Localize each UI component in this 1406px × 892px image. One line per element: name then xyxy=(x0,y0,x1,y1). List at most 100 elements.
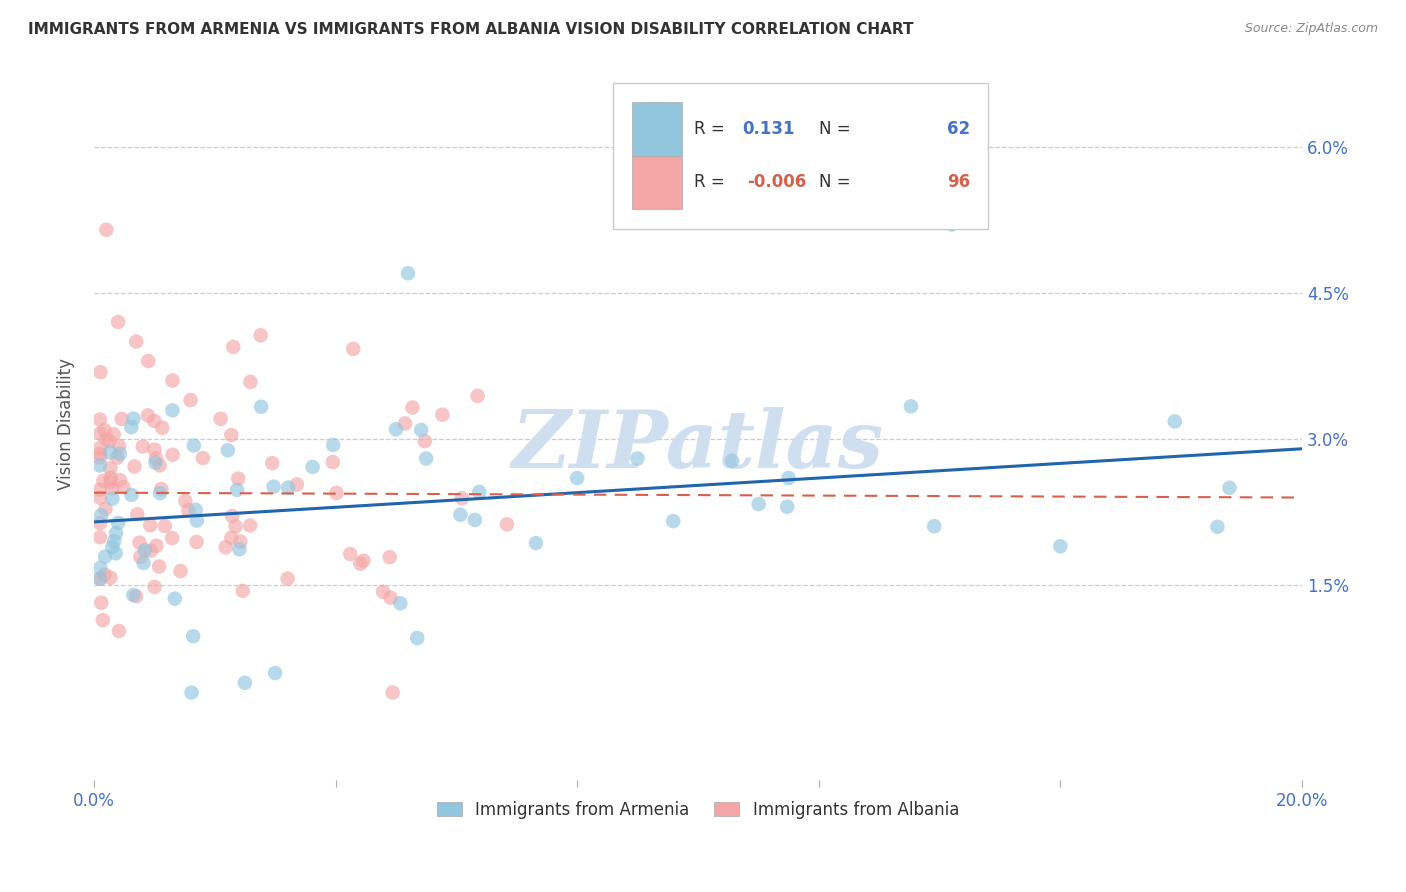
Point xyxy=(464,513,486,527)
Point xyxy=(277,481,299,495)
Point xyxy=(221,509,243,524)
Point xyxy=(103,427,125,442)
Point xyxy=(264,666,287,681)
Point xyxy=(127,508,149,522)
Point xyxy=(389,596,412,610)
Point xyxy=(778,471,800,485)
Point xyxy=(221,428,243,442)
Point xyxy=(406,631,429,645)
Text: -0.006: -0.006 xyxy=(748,173,807,192)
Point xyxy=(108,624,131,638)
Point xyxy=(132,556,155,570)
Point xyxy=(89,426,111,441)
Point xyxy=(89,483,111,497)
Point xyxy=(565,471,588,485)
Point xyxy=(342,342,364,356)
Point xyxy=(322,455,344,469)
Text: 0.131: 0.131 xyxy=(742,120,794,138)
Point xyxy=(339,547,361,561)
Point xyxy=(721,454,744,468)
Point xyxy=(90,596,112,610)
Point xyxy=(143,442,166,457)
Point xyxy=(394,417,416,431)
FancyBboxPatch shape xyxy=(613,83,988,228)
Point xyxy=(101,491,124,506)
FancyBboxPatch shape xyxy=(631,156,682,209)
Point xyxy=(132,440,155,454)
Point xyxy=(107,516,129,530)
Point xyxy=(153,519,176,533)
Text: IMMIGRANTS FROM ARMENIA VS IMMIGRANTS FROM ALBANIA VISION DISABILITY CORRELATION: IMMIGRANTS FROM ARMENIA VS IMMIGRANTS FR… xyxy=(28,22,914,37)
Point xyxy=(496,517,519,532)
Point xyxy=(186,535,208,549)
Point xyxy=(125,334,148,349)
Point xyxy=(250,400,273,414)
Point xyxy=(451,491,474,506)
Point xyxy=(468,485,491,500)
Point xyxy=(98,445,121,459)
Point xyxy=(900,400,922,414)
Point xyxy=(183,438,205,452)
Point xyxy=(100,471,122,485)
Point xyxy=(129,549,152,564)
Point xyxy=(103,534,125,549)
Point xyxy=(125,589,148,603)
Point xyxy=(94,432,117,446)
Text: R =: R = xyxy=(695,120,725,138)
Point xyxy=(107,315,129,329)
Point xyxy=(1049,539,1071,553)
Text: N =: N = xyxy=(818,120,851,138)
Point xyxy=(1218,481,1240,495)
Point xyxy=(191,450,214,465)
Point xyxy=(121,488,143,502)
Point xyxy=(221,531,243,545)
Point xyxy=(262,456,284,470)
Point xyxy=(89,516,111,531)
Point xyxy=(108,439,131,453)
Point xyxy=(174,494,197,508)
Point xyxy=(162,403,184,417)
Point xyxy=(162,448,184,462)
Point xyxy=(181,629,204,643)
Point xyxy=(325,486,347,500)
Point xyxy=(184,503,207,517)
Legend: Immigrants from Armenia, Immigrants from Albania: Immigrants from Armenia, Immigrants from… xyxy=(430,794,966,825)
Point xyxy=(180,685,202,699)
Point xyxy=(177,503,200,517)
Point xyxy=(232,583,254,598)
Point xyxy=(401,401,423,415)
Point xyxy=(1206,520,1229,534)
Point xyxy=(89,450,111,465)
Point xyxy=(143,414,166,428)
Point xyxy=(396,266,419,280)
Point xyxy=(145,539,167,553)
Point xyxy=(378,550,401,565)
Point xyxy=(215,541,238,555)
Point xyxy=(150,482,173,496)
Point xyxy=(104,526,127,541)
Point xyxy=(449,508,471,522)
Point xyxy=(98,434,121,448)
Point xyxy=(139,518,162,533)
Point xyxy=(239,518,262,533)
Point xyxy=(411,423,433,437)
Point xyxy=(122,411,145,425)
Point xyxy=(93,474,115,488)
Point xyxy=(226,483,249,497)
Point xyxy=(89,572,111,586)
Point xyxy=(112,480,135,494)
Point xyxy=(134,543,156,558)
Point xyxy=(108,447,131,461)
Point xyxy=(217,443,239,458)
Point xyxy=(662,514,685,528)
Point xyxy=(1164,414,1187,428)
Point xyxy=(94,501,117,516)
Point xyxy=(432,408,454,422)
Point xyxy=(748,497,770,511)
Point xyxy=(209,412,232,426)
Point xyxy=(162,374,184,388)
Point xyxy=(104,546,127,560)
Point xyxy=(301,459,323,474)
Point xyxy=(139,543,162,558)
Point xyxy=(149,458,172,473)
